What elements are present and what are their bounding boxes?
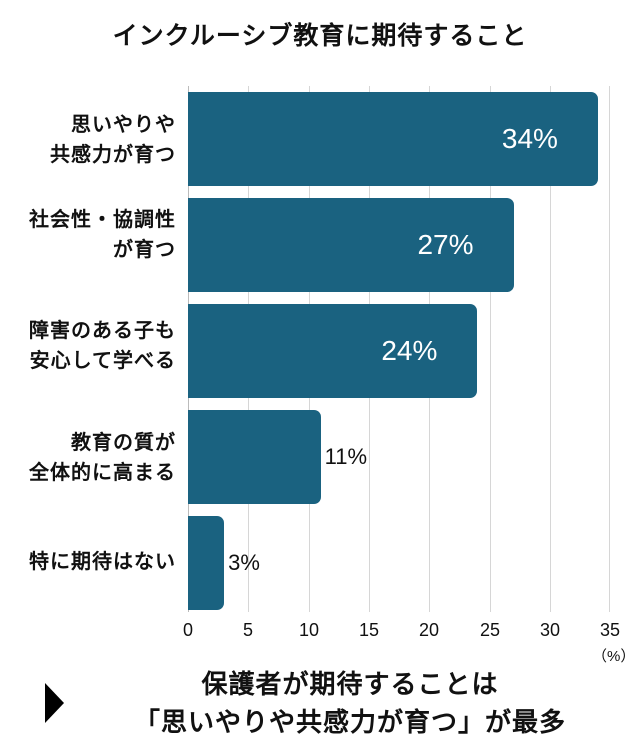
plot-area: 34% 27% 24% 11% 3% [188, 86, 610, 612]
bar-sociality [188, 198, 514, 292]
bar-no-expectation [188, 516, 225, 610]
category-line: が育つ [113, 237, 176, 261]
bar-empathy [188, 92, 598, 186]
conclusion-line-2: 「思いやりや共感力が育つ」が最多 [133, 708, 566, 738]
category-label-no-expectation: 特に期待はない [0, 546, 176, 576]
value-label-disabled-safe: 24% [381, 335, 438, 366]
category-line: 全体的に高まる [29, 460, 176, 484]
bar-disabled-safe [188, 304, 478, 398]
value-label-no-expectation: 3% [228, 550, 260, 575]
value-label-quality: 11% [324, 444, 368, 469]
category-line: 安心して学べる [29, 348, 176, 372]
x-tick-30: 30 [539, 620, 561, 640]
x-tick-0: 0 [182, 620, 193, 640]
x-tick-5: 5 [242, 620, 253, 640]
triangle-pointer-icon [45, 683, 64, 723]
category-line: 特に期待はない [29, 549, 176, 573]
bar-quality [188, 410, 321, 504]
gridline-35 [609, 86, 610, 612]
conclusion-line-1: 保護者が期待することは [201, 670, 499, 700]
chart-title: インクルーシブ教育に期待すること [112, 21, 528, 50]
category-label-empathy: 思いやりや 共感力が育つ [0, 109, 176, 169]
category-label-disabled-safe: 障害のある子も 安心して学べる [0, 315, 176, 375]
gridline-30 [550, 86, 551, 612]
x-tick-15: 15 [358, 620, 380, 640]
x-tick-35: 35 [599, 620, 621, 640]
category-line: 障害のある子も [29, 318, 176, 342]
category-line: 思いやりや [71, 112, 176, 136]
value-label-empathy: 34% [501, 123, 558, 154]
gridline-25 [490, 86, 491, 612]
x-tick-25: 25 [479, 620, 501, 640]
category-line: 共感力が育つ [50, 142, 176, 166]
x-axis-unit: （%） [592, 648, 636, 665]
category-label-quality: 教育の質が 全体的に高まる [0, 427, 176, 487]
category-line: 社会性・協調性 [29, 207, 176, 231]
x-tick-10: 10 [298, 620, 320, 640]
x-tick-20: 20 [418, 620, 440, 640]
category-line: 教育の質が [71, 430, 176, 454]
category-label-sociality: 社会性・協調性 が育つ [0, 204, 176, 264]
value-label-sociality: 27% [417, 229, 474, 260]
